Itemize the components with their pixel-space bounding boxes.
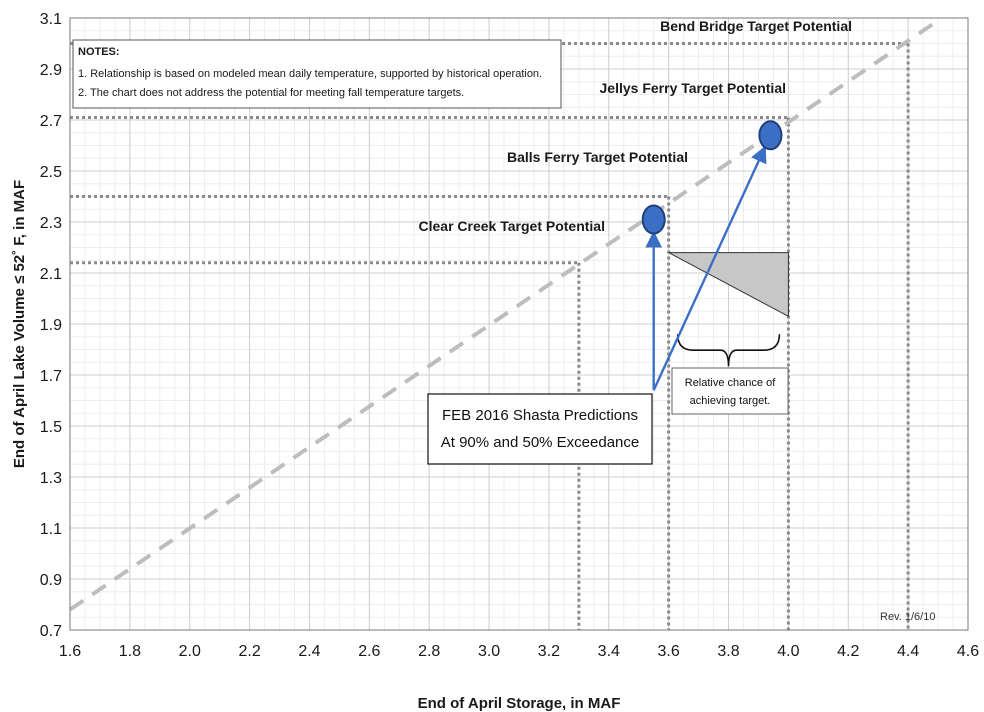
y-tick-label: 1.3 <box>40 470 62 487</box>
x-axis-title: End of April Storage, in MAF <box>418 695 621 712</box>
x-tick-label: 1.8 <box>119 643 141 660</box>
x-tick-label: 2.4 <box>298 643 320 660</box>
revision-label: Rev. 1/6/10 <box>880 611 935 623</box>
relative-chance-line-2: achieving target. <box>690 395 771 407</box>
x-tick-label: 4.6 <box>957 643 979 660</box>
prediction-point <box>641 204 666 235</box>
y-axis-title: End of April Lake Volume ≤ 52˚ F, in MAF <box>11 180 28 468</box>
plot-frame <box>69 17 969 631</box>
relative-chance-line-1: Relative chance of <box>685 377 776 389</box>
prediction-box: FEB 2016 Shasta Predictions At 90% and 5… <box>427 393 653 465</box>
chance-brace <box>676 334 781 367</box>
target-label: Clear Creek Target Potential <box>419 218 605 234</box>
x-tick-label: 3.4 <box>598 643 620 660</box>
target-label: Jellys Ferry Target Potential <box>600 80 786 96</box>
x-tick-label: 3.8 <box>717 643 739 660</box>
y-tick-label: 2.7 <box>40 113 62 130</box>
notes-line-2: 2. The chart does not address the potent… <box>78 87 464 99</box>
relative-chance-box: Relative chance of achieving target. <box>671 367 789 415</box>
y-tick-label: 1.7 <box>40 368 62 385</box>
y-tick-label: 3.1 <box>40 11 62 28</box>
chance-wedge <box>668 252 789 318</box>
prediction-points <box>641 120 783 235</box>
x-tick-label: 3.6 <box>658 643 680 660</box>
prediction-line-1: FEB 2016 Shasta Predictions <box>442 407 638 424</box>
x-tick-label: 3.2 <box>538 643 560 660</box>
trend-line <box>68 18 940 612</box>
x-tick-label: 3.0 <box>478 643 500 660</box>
y-tick-label: 2.5 <box>40 164 62 181</box>
x-tick-label: 4.0 <box>777 643 799 660</box>
prediction-arrows <box>645 145 767 391</box>
x-tick-label: 2.6 <box>358 643 380 660</box>
y-tick-label: 1.5 <box>40 419 62 436</box>
x-axis-ticks: 1.6 1.8 2.0 2.2 2.4 2.6 2.8 3.0 3.2 3.4 3.6 3.8 4.0 4… <box>59 643 979 660</box>
prediction-line-2: At 90% and 50% Exceedance <box>441 434 639 451</box>
x-tick-label: 4.4 <box>897 643 919 660</box>
target-lines <box>70 42 910 630</box>
y-tick-label: 2.9 <box>40 62 62 79</box>
target-label: Bend Bridge Target Potential <box>660 18 852 34</box>
prediction-point <box>758 120 783 151</box>
y-tick-label: 2.3 <box>40 215 62 232</box>
y-axis-ticks: 0.7 0.9 1.1 1.3 1.5 1.7 1.9 2.1 2.3 2.5 2.7 2.9 3.1 <box>40 11 62 640</box>
grid-major <box>69 17 969 631</box>
y-tick-label: 0.9 <box>40 572 62 589</box>
prediction-arrow <box>652 145 767 391</box>
notes-box: NOTES: 1. Relationship is based on model… <box>72 39 562 109</box>
target-labels: Clear Creek Target Potential Balls Ferry … <box>419 18 852 234</box>
y-tick-label: 1.9 <box>40 317 62 334</box>
notes-line-1: 1. Relationship is based on modeled mean… <box>78 68 542 80</box>
y-tick-label: 1.1 <box>40 521 62 538</box>
y-tick-label: 2.1 <box>40 266 62 283</box>
x-tick-label: 2.8 <box>418 643 440 660</box>
x-tick-label: 1.6 <box>59 643 81 660</box>
y-tick-label: 0.7 <box>40 623 62 640</box>
target-label: Balls Ferry Target Potential <box>507 149 688 165</box>
x-tick-label: 2.0 <box>179 643 201 660</box>
x-tick-label: 4.2 <box>837 643 859 660</box>
x-tick-label: 2.2 <box>238 643 260 660</box>
notes-title: NOTES: <box>78 46 120 58</box>
